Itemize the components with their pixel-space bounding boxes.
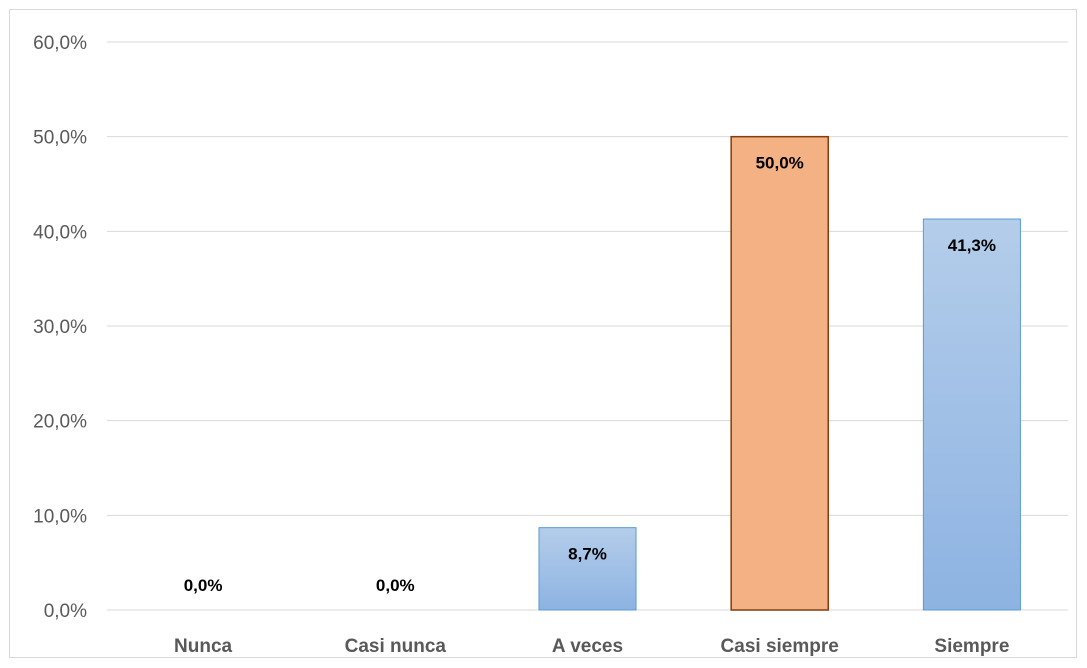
x-category-label: Siempre [934,636,1009,657]
bar-a-veces [538,527,637,611]
y-tick-label: 10,0% [33,506,87,527]
y-tick-label: 20,0% [33,412,87,433]
x-category-label: Casi siempre [721,636,839,657]
x-category-label: A veces [552,636,623,657]
data-label: 0,0% [376,576,415,595]
y-tick-label: 30,0% [33,317,87,338]
data-label: 41,3% [948,236,996,255]
y-tick-label: 40,0% [33,222,87,243]
bar-casi-siempre [730,135,829,611]
data-label: 50,0% [756,154,804,173]
data-label: 8,7% [568,545,607,564]
x-category-label: Casi nunca [345,636,447,657]
y-tick-label: 50,0% [33,128,87,149]
y-tick-label: 0,0% [44,601,87,622]
data-label: 0,0% [184,576,223,595]
bar-siempre [922,218,1021,611]
y-tick-label: 60,0% [33,33,87,54]
x-category-label: Nunca [174,636,233,657]
